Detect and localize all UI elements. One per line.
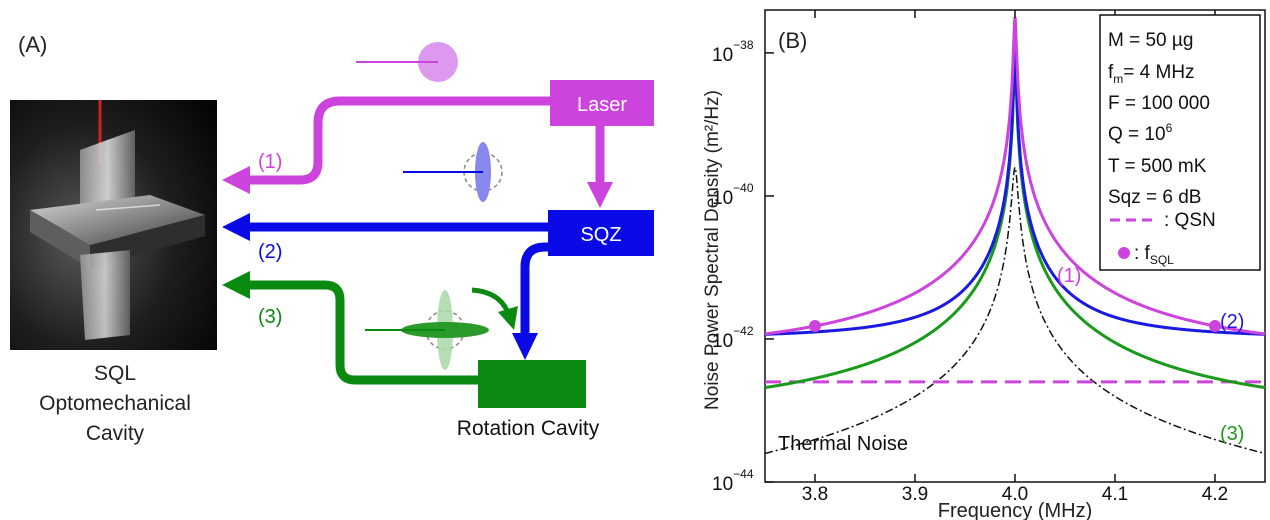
x-tick-label: 3.8 [802,484,828,505]
laser-to-sqz-arrowhead [587,182,613,208]
laser-box [550,80,654,126]
cavity-label-line3: Cavity [86,422,145,445]
beam-2-path [245,222,555,335]
sql-points [809,319,1221,332]
squeezed-state-icon [403,142,503,202]
cavity-label-line1: SQL [94,362,136,385]
rotated-squeezed-state-icon [365,290,489,370]
x-tick-label: 4.1 [1102,484,1128,505]
legend-finesse: F = 100 000 [1108,93,1210,114]
sqz-box [548,210,654,256]
y-axis-label: Noise Power Spectral Density (m²/Hz) [702,90,723,410]
x-tick-label: 4.2 [1202,484,1228,505]
x-axis-label: Frequency (MHz) [938,500,1092,520]
y-tick-label: 10−44 [712,467,754,495]
axis-ticks [765,10,1216,483]
beam-1-label: (1) [258,151,282,173]
legend-mass: M = 50 µg [1108,30,1193,51]
thermal-noise-curve [764,165,1266,455]
beam-1-arrowhead [222,166,250,194]
beam-1-path [245,96,605,185]
rotation-cavity-label: Rotation Cavity [457,417,600,440]
legend-fm: fm= 4 MHz [1108,62,1195,86]
coherent-state-icon [356,42,458,82]
fsql-point-1 [809,319,821,332]
y-tick-label: 10−38 [712,38,754,66]
series-1-label: (1) [1057,265,1081,287]
legend-qsn-label: : QSN [1164,210,1216,231]
beam-3-label: (3) [258,306,282,328]
sqz-box-label: SQZ [580,224,621,246]
beam-3-arrowhead [222,271,250,299]
fsql-point-2 [1209,319,1221,332]
parameter-legend: M = 50 µg fm= 4 MHz F = 100 000 Q = 106 … [1099,14,1261,271]
laser-box-label: Laser [577,94,627,116]
legend-fsql-marker [1118,247,1130,259]
legend-q: Q = 106 [1108,121,1173,145]
thermal-noise-label: Thermal Noise [778,433,908,455]
beam-2-label: (2) [258,241,282,263]
cavity-label-line2: Optomechanical [39,392,191,415]
series-3-label: (3) [1220,423,1244,445]
rotation-cavity-box [478,360,586,408]
x-tick-labels: 3.8 3.9 4.0 4.1 4.2 [802,484,1228,505]
legend-fsql-label: : fSQL [1134,243,1174,267]
series-2-label: (2) [1220,311,1244,333]
rotation-arrow-icon [471,287,518,330]
beam-3-path [245,280,478,385]
beam-2-arrowhead [222,213,250,241]
y-tick-labels: 10−38 10−40 10−42 10−44 [712,38,754,495]
y-tick-label: 10−40 [712,181,754,209]
y-tick-label: 10−42 [712,324,754,352]
cavity-photo [10,100,217,350]
thermal-noise-line [764,165,1266,455]
panel-a-label: (A) [18,32,47,57]
legend-temperature: T = 500 mK [1108,156,1207,177]
x-tick-label: 3.9 [902,484,928,505]
x-tick-label: 4.0 [1002,484,1028,505]
legend-squeezing: Sqz = 6 dB [1108,187,1201,208]
sqz-to-rotation-arrowhead [512,333,538,360]
panel-b-label: (B) [778,28,807,53]
